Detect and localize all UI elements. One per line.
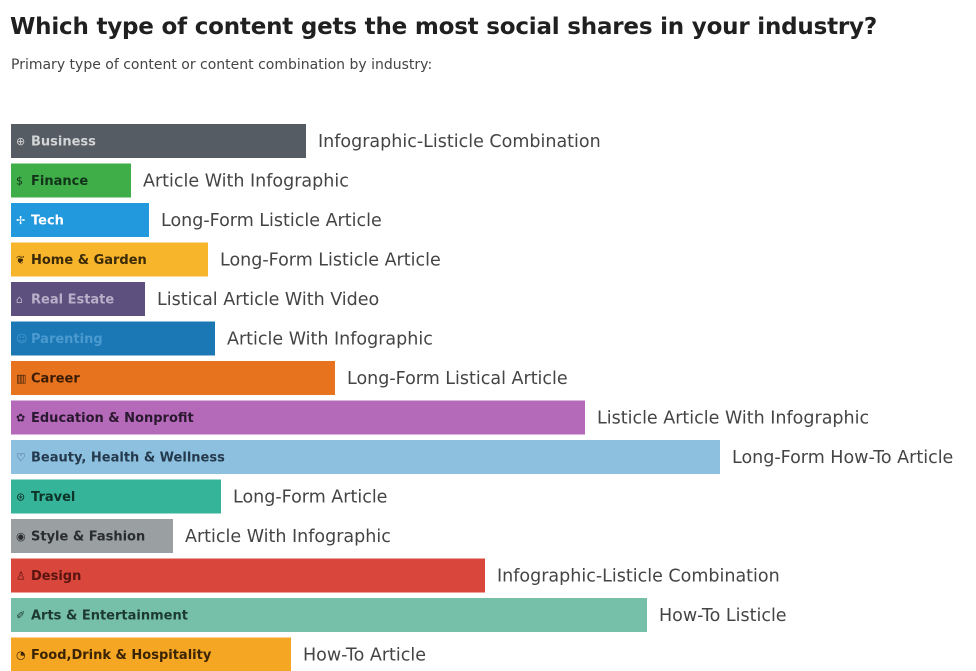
- bar-chart-icon: ▥: [16, 372, 26, 385]
- content-type-label-business: Infographic-Listicle Combination: [318, 132, 601, 152]
- content-type-label-home-garden: Long-Form Listicle Article: [220, 251, 441, 271]
- bar-travel: [11, 479, 221, 514]
- bar-label-business: Business: [31, 135, 96, 150]
- content-type-label-real-estate: Listical Article With Video: [157, 290, 379, 310]
- bar-arts-entertainment: [11, 598, 647, 632]
- chart-subtitle: Primary type of content or content combi…: [11, 57, 433, 73]
- bar-tech: [11, 203, 149, 237]
- content-type-label-career: Long-Form Listical Article: [347, 369, 568, 389]
- bar-parenting: [11, 321, 215, 356]
- dollar-coin-icon: $: [16, 175, 23, 188]
- bar-career: [11, 361, 335, 395]
- compass-icon: ⊛: [16, 491, 25, 504]
- bar-label-arts-entertainment: Arts & Entertainment: [31, 609, 188, 624]
- bar-label-beauty-health-wellness: Beauty, Health & Wellness: [31, 451, 225, 466]
- bar-label-design: Design: [31, 569, 81, 584]
- content-type-label-style-fashion: Article With Infographic: [185, 527, 391, 547]
- bar-label-home-garden: Home & Garden: [31, 253, 147, 268]
- bar-label-tech: Tech: [31, 214, 64, 229]
- bar-home-garden: [11, 242, 208, 277]
- bar-business: [11, 124, 306, 158]
- content-type-label-finance: Article With Infographic: [143, 172, 349, 192]
- plate-icon: ◔: [16, 649, 26, 662]
- bar-label-parenting: Parenting: [31, 332, 103, 347]
- chart-title: Which type of content gets the most soci…: [10, 14, 877, 40]
- bar-education-nonprofit: [11, 400, 585, 435]
- bar-label-education-nonprofit: Education & Nonprofit: [31, 411, 194, 426]
- lamp-icon: ♙: [16, 570, 26, 583]
- bar-label-travel: Travel: [31, 490, 75, 505]
- bar-label-style-fashion: Style & Fashion: [31, 530, 145, 545]
- content-type-label-beauty-health-wellness: Long-Form How-To Article: [732, 448, 953, 468]
- brush-icon: ✐: [16, 609, 25, 622]
- bar-label-finance: Finance: [31, 174, 88, 189]
- heart-icon: ♡: [16, 451, 26, 464]
- content-type-label-arts-entertainment: How-To Listicle: [659, 606, 787, 626]
- bar-design: [11, 558, 485, 593]
- content-type-label-design: Infographic-Listicle Combination: [497, 567, 780, 587]
- baby-icon: ☺: [16, 333, 27, 346]
- bar-finance: [11, 163, 131, 198]
- content-type-label-travel: Long-Form Article: [233, 488, 387, 508]
- bar-food-drink-hospitality: [11, 637, 291, 671]
- leaf-icon: ❦: [16, 254, 25, 267]
- bar-label-career: Career: [31, 372, 80, 387]
- globe-icon: ⊕: [16, 135, 25, 148]
- bar-style-fashion: [11, 519, 173, 553]
- button-icon: ◉: [16, 530, 26, 543]
- content-type-label-education-nonprofit: Listicle Article With Infographic: [597, 409, 869, 429]
- content-type-label-food-drink-hospitality: How-To Article: [303, 646, 426, 666]
- content-type-label-tech: Long-Form Listicle Article: [161, 211, 382, 231]
- bar-beauty-health-wellness: [11, 440, 720, 474]
- bar-label-food-drink-hospitality: Food,Drink & Hospitality: [31, 648, 212, 663]
- bar-real-estate: [11, 282, 145, 316]
- bar-label-real-estate: Real Estate: [31, 293, 114, 308]
- content-type-label-parenting: Article With Infographic: [227, 330, 433, 350]
- house-icon: ⌂: [16, 293, 23, 306]
- apple-icon: ✿: [16, 412, 25, 425]
- satellite-icon: ✢: [16, 214, 25, 227]
